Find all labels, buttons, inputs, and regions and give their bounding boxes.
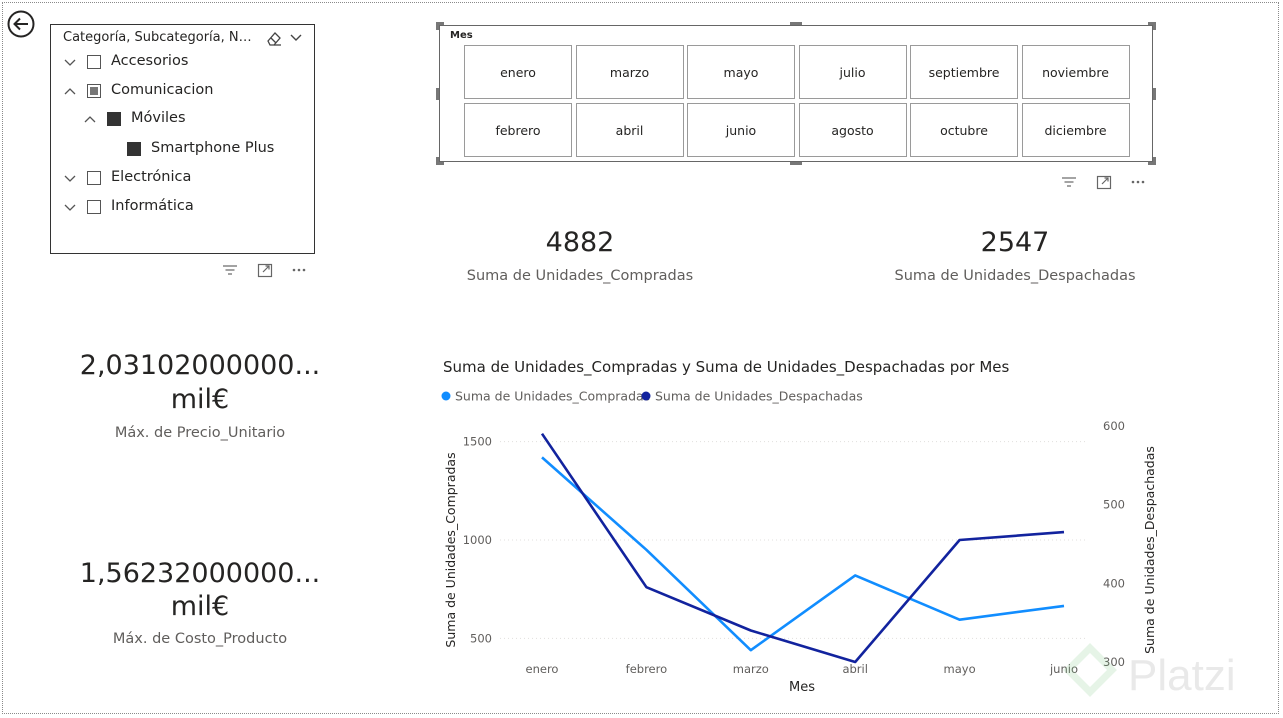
- more-options-icon[interactable]: [290, 261, 308, 279]
- month-tile[interactable]: octubre: [910, 103, 1018, 157]
- legend-marker: [641, 391, 651, 401]
- line-chart[interactable]: Suma de Unidades_Compradas Suma de Unidad…: [430, 380, 1170, 700]
- x-tick-label: mayo: [944, 662, 976, 676]
- chevron-up-icon[interactable]: [83, 113, 97, 127]
- chevron-down-icon[interactable]: [63, 172, 77, 186]
- x-tick-label: marzo: [733, 662, 769, 676]
- slicer-title: Categoría, Subcategoría, No...: [63, 30, 255, 45]
- focus-mode-icon[interactable]: [256, 261, 274, 279]
- card-precio-value: 2,03102000000...: [79, 350, 321, 381]
- month-slicer[interactable]: Mes enero marzo mayo julio septiembre noviemb…: [436, 22, 1156, 165]
- card-despachadas-value: 2547: [980, 227, 1050, 258]
- y-tick-label: 500: [470, 631, 492, 645]
- card-costo-unit: mil€: [170, 591, 230, 622]
- x-axis-title: Mes: [789, 680, 815, 695]
- slicer-header: Categoría, Subcategoría, No...: [63, 30, 303, 50]
- card-precio-label: Máx. de Precio_Unitario: [114, 425, 286, 441]
- month-visual-tools: [1060, 173, 1152, 191]
- slicer-item-label: Comunicacion: [111, 82, 214, 98]
- legend-label: Suma de Unidades_Compradas: [455, 389, 650, 404]
- slicer-item[interactable]: Móviles: [83, 110, 313, 132]
- slicer-item-label: Accesorios: [111, 53, 189, 69]
- month-tile[interactable]: septiembre: [910, 45, 1018, 99]
- checkbox[interactable]: [127, 142, 141, 156]
- month-tile[interactable]: diciembre: [1021, 103, 1130, 157]
- x-tick-label: abril: [842, 662, 867, 676]
- month-slicer-title: Mes: [450, 30, 473, 41]
- chevron-up-icon[interactable]: [63, 85, 77, 99]
- chart-title: Suma de Unidades_Compradas y Suma de Uni…: [443, 358, 1010, 376]
- month-tile[interactable]: junio: [687, 103, 795, 157]
- more-options-icon[interactable]: [1129, 173, 1147, 191]
- slicer-item[interactable]: Smartphone Plus: [103, 140, 333, 162]
- checkbox[interactable]: [107, 112, 121, 126]
- month-tile[interactable]: agosto: [798, 103, 907, 157]
- y2-tick-label: 500: [1103, 498, 1125, 512]
- checkbox[interactable]: [87, 84, 101, 98]
- slicer-visual-tools: [221, 261, 313, 279]
- category-slicer[interactable]: Categoría, Subcategoría, No... Accesorio…: [50, 24, 315, 254]
- month-tile[interactable]: julio: [798, 45, 907, 99]
- month-tile[interactable]: enero: [464, 45, 572, 99]
- y2-tick-label: 400: [1103, 576, 1125, 590]
- slicer-item-label: Móviles: [131, 110, 186, 126]
- slicer-item-label: Smartphone Plus: [151, 140, 275, 156]
- month-tile[interactable]: mayo: [687, 45, 795, 99]
- slicer-item-label: Electrónica: [111, 169, 192, 185]
- card-despachadas-label: Suma de Unidades_Despachadas: [894, 268, 1136, 284]
- y2-tick-label: 600: [1103, 419, 1125, 433]
- slicer-item[interactable]: Comunicacion: [63, 82, 293, 104]
- chevron-down-icon[interactable]: [63, 201, 77, 215]
- filter-icon[interactable]: [1060, 173, 1078, 191]
- y2-tick-label: 300: [1103, 655, 1125, 669]
- y-tick-label: 1500: [463, 435, 492, 449]
- card-compradas-label: Suma de Unidades_Compradas: [466, 268, 694, 284]
- x-tick-label: junio: [1049, 662, 1078, 676]
- x-tick-label: febrero: [626, 662, 668, 676]
- card-costo-label: Máx. de Costo_Producto: [112, 631, 288, 647]
- card-precio-unit: mil€: [170, 384, 230, 415]
- checkbox[interactable]: [87, 171, 101, 185]
- month-tile[interactable]: abril: [575, 103, 684, 157]
- y-axis-title: Suma de Unidades_Compradas: [443, 452, 458, 647]
- eraser-icon[interactable]: [265, 30, 283, 48]
- series-line: [540, 432, 1065, 664]
- slicer-item[interactable]: Informática: [63, 198, 293, 220]
- back-arrow-icon[interactable]: [7, 10, 35, 38]
- y-tick-label: 1000: [463, 533, 492, 547]
- x-tick-label: enero: [526, 662, 559, 676]
- svg-text:Platzi: Platzi: [1128, 651, 1236, 700]
- platzi-watermark-logo: Platzi: [1063, 643, 1236, 700]
- slicer-item[interactable]: Accesorios: [63, 53, 293, 75]
- series-line: [541, 456, 1065, 652]
- filter-icon[interactable]: [221, 261, 239, 279]
- month-tile[interactable]: marzo: [575, 45, 684, 99]
- slicer-item-label: Informática: [111, 198, 194, 214]
- chevron-down-icon[interactable]: [63, 56, 77, 70]
- card-costo-value: 1,56232000000...: [79, 558, 321, 589]
- card-compradas-value: 4882: [545, 227, 615, 258]
- month-tile[interactable]: noviembre: [1021, 45, 1130, 99]
- slicer-item[interactable]: Electrónica: [63, 169, 293, 191]
- y2-axis-title: Suma de Unidades_Despachadas: [1142, 446, 1157, 654]
- chevron-down-icon[interactable]: [289, 31, 303, 45]
- checkbox[interactable]: [87, 55, 101, 69]
- checkbox[interactable]: [87, 200, 101, 214]
- month-tile[interactable]: febrero: [464, 103, 572, 157]
- focus-mode-icon[interactable]: [1095, 173, 1113, 191]
- legend-label: Suma de Unidades_Despachadas: [655, 389, 863, 404]
- legend-marker: [441, 391, 451, 401]
